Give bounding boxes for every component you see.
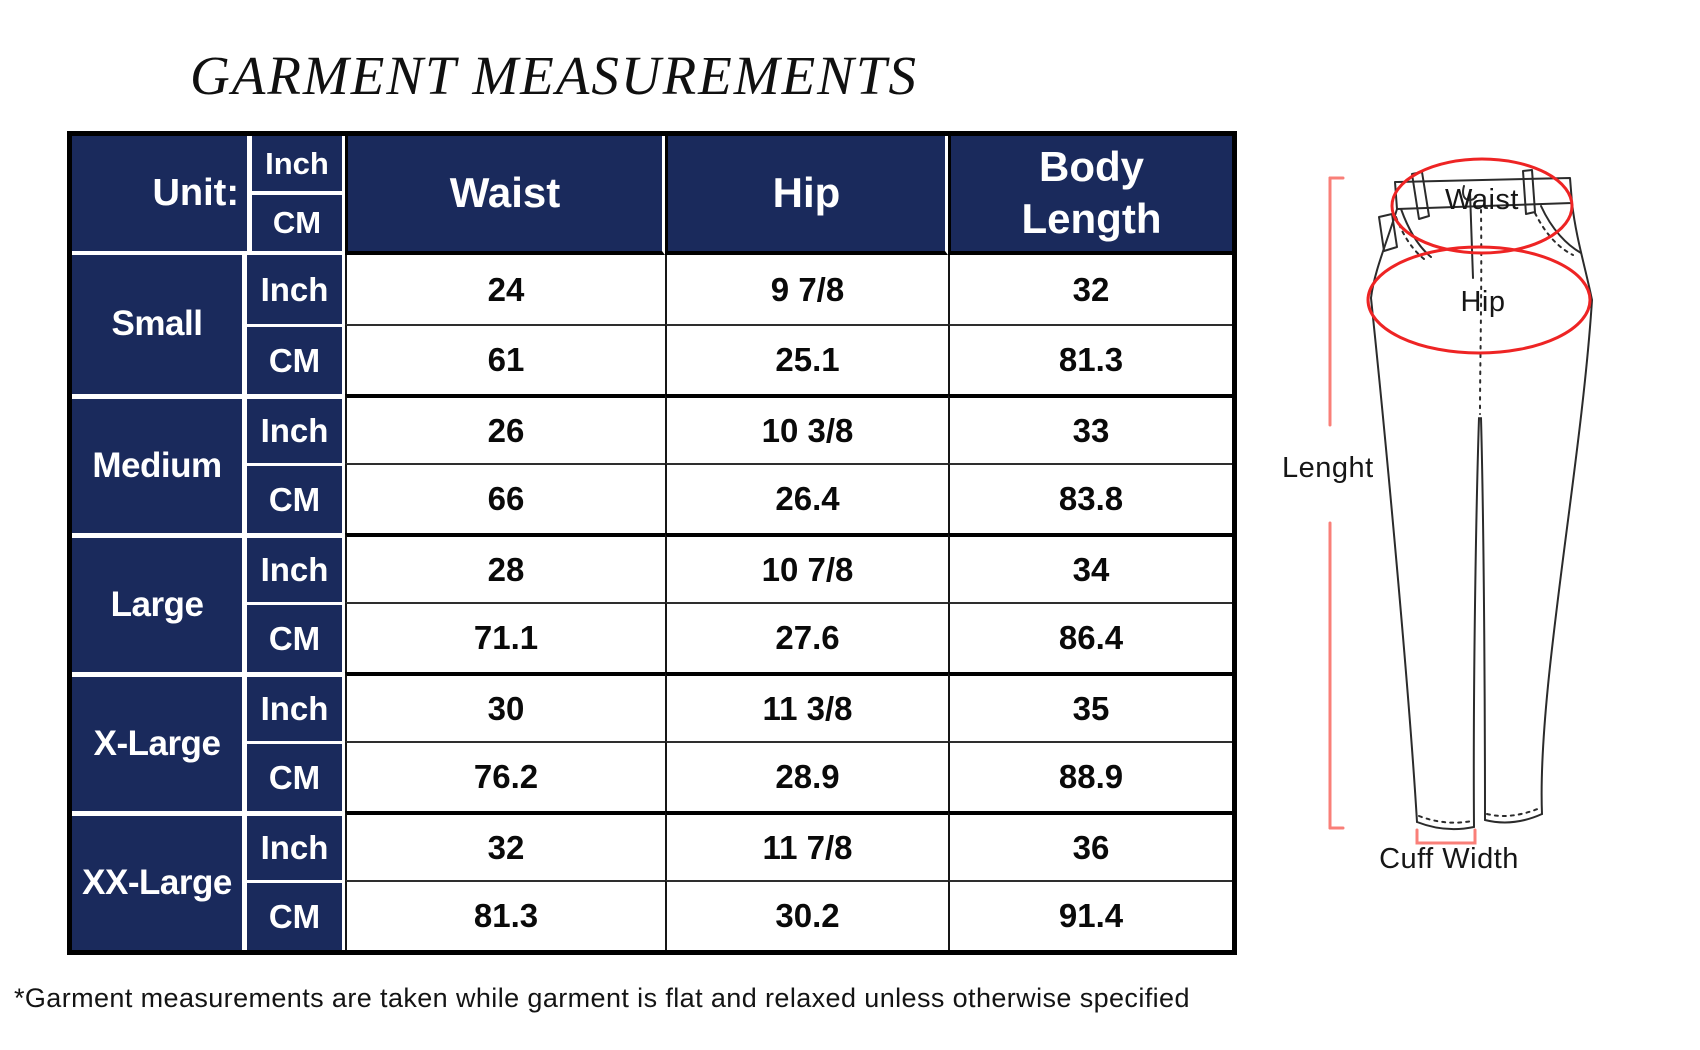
footnote: *Garment measurements are taken while ga… — [14, 983, 1190, 1013]
waist-label: Waist — [1445, 184, 1519, 216]
size-label-x-large: X-Large — [72, 671, 247, 811]
table-row: Large Inch 28 10 7/8 34 — [72, 532, 1232, 672]
unit-row-label: CM — [247, 880, 345, 950]
unit-row-label: Inch — [247, 393, 345, 464]
cell-xlarge-inch-bodylength: 35 — [948, 671, 1232, 742]
cell-large-cm-waist: 71.1 — [345, 602, 665, 672]
page-title: GARMENT MEASUREMENTS — [190, 45, 918, 106]
unit-divider — [252, 191, 342, 196]
unit-row-label: Inch — [247, 532, 345, 603]
pants-diagram — [1328, 157, 1593, 845]
unit-header-cell: Unit: — [72, 136, 247, 255]
unit-row-label: Inch — [247, 254, 345, 325]
cell-xxlarge-inch-waist: 32 — [345, 810, 665, 881]
cell-small-inch-hip: 9 7/8 — [665, 254, 948, 325]
size-label-small: Small — [72, 254, 247, 394]
hip-ellipse — [1366, 245, 1592, 355]
cell-xxlarge-inch-bodylength: 36 — [948, 810, 1232, 881]
cell-large-inch-waist: 28 — [345, 532, 665, 603]
cell-small-inch-waist: 24 — [345, 254, 665, 325]
cell-medium-inch-waist: 26 — [345, 393, 665, 464]
cell-xlarge-cm-bodylength: 88.9 — [948, 741, 1232, 811]
length-line — [1328, 176, 1345, 830]
cell-large-inch-hip: 10 7/8 — [665, 532, 948, 603]
unit-option-inch: Inch — [265, 146, 329, 182]
cell-large-cm-hip: 27.6 — [665, 602, 948, 672]
pants-outline — [1370, 169, 1593, 831]
header-row: Unit: Inch CM Waist Hip Body Length — [72, 136, 1232, 255]
size-chart: Unit: Inch CM Waist Hip Body Length Smal… — [72, 136, 1232, 950]
table-row: CM 81.3 30.2 91.4 — [72, 880, 1232, 950]
column-header-waist: Waist — [345, 136, 665, 255]
table-row: Medium Inch 26 10 3/8 33 — [72, 393, 1232, 533]
cell-xlarge-inch-hip: 11 3/8 — [665, 671, 948, 742]
cell-large-cm-bodylength: 86.4 — [948, 602, 1232, 672]
unit-row-label: CM — [247, 463, 345, 533]
cell-small-cm-bodylength: 81.3 — [948, 324, 1232, 394]
length-label: Lenght — [1282, 452, 1374, 484]
table-row: CM 61 25.1 81.3 — [72, 324, 1232, 394]
table-row: XX-Large Inch 32 11 7/8 36 — [72, 810, 1232, 950]
unit-option-cm: CM — [272, 205, 322, 241]
table-row: X-Large Inch 30 11 3/8 35 — [72, 671, 1232, 811]
cuff-width-label: Cuff Width — [1379, 843, 1519, 875]
cell-xxlarge-cm-bodylength: 91.4 — [948, 880, 1232, 950]
cell-medium-inch-bodylength: 33 — [948, 393, 1232, 464]
size-label-medium: Medium — [72, 393, 247, 533]
cuff-width-bracket — [1415, 828, 1477, 845]
cell-medium-inch-hip: 10 3/8 — [665, 393, 948, 464]
cell-medium-cm-bodylength: 83.8 — [948, 463, 1232, 533]
cell-xxlarge-cm-hip: 30.2 — [665, 880, 948, 950]
cell-xlarge-cm-hip: 28.9 — [665, 741, 948, 811]
unit-row-label: CM — [247, 602, 345, 672]
unit-options-cell: Inch CM — [247, 136, 345, 255]
size-label-large: Large — [72, 532, 247, 672]
cell-small-cm-hip: 25.1 — [665, 324, 948, 394]
column-header-body-length: Body Length — [948, 136, 1232, 255]
cell-medium-cm-hip: 26.4 — [665, 463, 948, 533]
unit-row-label: CM — [247, 741, 345, 811]
table-row: CM 76.2 28.9 88.9 — [72, 741, 1232, 811]
cell-xlarge-cm-waist: 76.2 — [345, 741, 665, 811]
table-row: Small Inch 24 9 7/8 32 — [72, 254, 1232, 394]
unit-row-label: Inch — [247, 671, 345, 742]
unit-row-label: Inch — [247, 810, 345, 881]
cell-large-inch-bodylength: 34 — [948, 532, 1232, 603]
hip-label: Hip — [1460, 286, 1506, 318]
cell-small-cm-waist: 61 — [345, 324, 665, 394]
table-row: CM 66 26.4 83.8 — [72, 463, 1232, 533]
cell-small-inch-bodylength: 32 — [948, 254, 1232, 325]
cell-medium-cm-waist: 66 — [345, 463, 665, 533]
unit-row-label: CM — [247, 324, 345, 394]
cell-xxlarge-cm-waist: 81.3 — [345, 880, 665, 950]
cell-xlarge-inch-waist: 30 — [345, 671, 665, 742]
cell-xxlarge-inch-hip: 11 7/8 — [665, 810, 948, 881]
size-chart-table: Unit: Inch CM Waist Hip Body Length Smal… — [67, 131, 1237, 955]
table-row: CM 71.1 27.6 86.4 — [72, 602, 1232, 672]
column-header-hip: Hip — [665, 136, 948, 255]
waist-ellipse — [1390, 157, 1574, 255]
size-label-xx-large: XX-Large — [72, 810, 247, 950]
